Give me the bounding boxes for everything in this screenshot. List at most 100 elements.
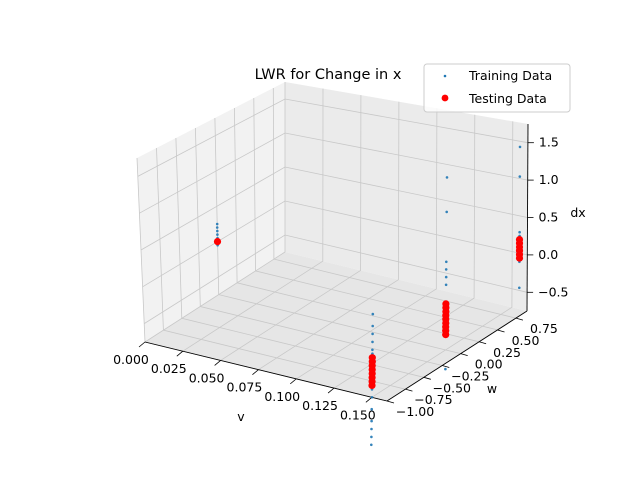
tick-marks xyxy=(138,142,534,404)
grid-lines xyxy=(136,82,528,402)
training-data-point xyxy=(444,268,448,271)
grid-line-x xyxy=(220,95,362,361)
training-data-point xyxy=(444,275,448,279)
data-points xyxy=(213,145,524,447)
grid-line-y xyxy=(175,137,424,378)
z-tick-label: −0.5 xyxy=(538,284,568,299)
testing-data-point xyxy=(368,381,376,389)
grid-line-x xyxy=(182,88,324,352)
y-tick-label: 0.00 xyxy=(475,357,503,372)
z-tick-label: 0.0 xyxy=(538,247,558,262)
grid-line-x xyxy=(371,121,514,398)
training-data-point xyxy=(216,233,219,236)
grid-line-y xyxy=(195,127,443,366)
x-axis-line xyxy=(144,341,388,402)
left-pane xyxy=(137,82,285,342)
x-tick xyxy=(365,397,373,403)
training-data-point xyxy=(445,210,449,214)
y-tick xyxy=(405,388,413,392)
training-data-point xyxy=(216,229,219,233)
y-tick-label: −1.00 xyxy=(396,404,434,419)
grid-line-y xyxy=(156,147,406,390)
x-tick-label: 0.100 xyxy=(264,389,300,404)
y-tick-label: 0.50 xyxy=(512,333,540,348)
y-tick xyxy=(386,400,395,404)
x-tick-label: 0.075 xyxy=(227,380,263,395)
training-data-point xyxy=(445,176,449,179)
x-tick xyxy=(327,387,335,394)
testing-data-point xyxy=(442,331,450,339)
training-data-point xyxy=(371,340,374,344)
training-data-point xyxy=(371,348,374,352)
floor-pane xyxy=(145,252,527,401)
grid-line-x xyxy=(144,82,286,343)
x-tick-label: 0.125 xyxy=(302,398,338,413)
training-data-point xyxy=(518,145,522,149)
grid-line-y xyxy=(272,87,516,319)
y-tick xyxy=(478,341,487,345)
x-tick-label: 0.150 xyxy=(340,407,376,422)
training-data-point xyxy=(518,230,521,234)
y-axis-label: w xyxy=(487,381,497,396)
training-data-point xyxy=(518,286,521,290)
x-tick xyxy=(252,369,259,375)
grid-line-y xyxy=(214,117,461,354)
y-tick xyxy=(442,365,450,368)
training-data-point xyxy=(518,175,522,178)
z-tick-label: 0.5 xyxy=(539,210,559,225)
back-pane xyxy=(285,82,528,311)
training-data-point xyxy=(370,407,374,411)
z-tick-label: 1.5 xyxy=(539,135,559,150)
training-data-point xyxy=(371,312,375,316)
grid-line-x xyxy=(296,108,438,380)
grid-line-x xyxy=(258,101,400,371)
y-tick-label: −0.75 xyxy=(414,392,452,407)
y-tick-label: −0.25 xyxy=(451,368,489,383)
testing-data-point xyxy=(515,254,524,262)
y-tick xyxy=(423,376,431,380)
y-axis-line xyxy=(386,310,528,402)
training-data-point xyxy=(370,419,373,423)
y-tick-label: 0.75 xyxy=(530,321,558,336)
axis-panes xyxy=(137,82,528,401)
x-tick xyxy=(289,378,297,385)
training-data-point xyxy=(371,332,374,336)
grid-line-y xyxy=(234,107,480,343)
testing-data-point xyxy=(213,238,222,246)
training-data-point xyxy=(444,367,447,371)
x-tick xyxy=(214,360,221,366)
training-data-point xyxy=(371,324,375,328)
chart-title: LWR for Change in x xyxy=(255,67,402,83)
training-data-point xyxy=(370,427,373,431)
grid-line-z xyxy=(137,98,528,177)
x-tick-label: 0.000 xyxy=(113,352,149,367)
training-data-point xyxy=(370,443,373,447)
grid-line-x xyxy=(333,114,476,389)
training-data-point xyxy=(370,396,374,399)
grid-line-y xyxy=(253,97,498,331)
training-data-point xyxy=(445,260,448,264)
y-tick-label: −0.50 xyxy=(433,380,471,395)
training-data-point xyxy=(444,283,448,287)
training-data-point xyxy=(370,435,373,439)
x-tick xyxy=(176,350,184,357)
y-tick xyxy=(515,317,524,321)
x-tick-label: 0.025 xyxy=(151,361,187,376)
legend-marker-training xyxy=(443,74,447,78)
legend-marker-testing xyxy=(441,94,449,102)
z-axis-label: dx xyxy=(570,205,585,220)
y-tick xyxy=(497,329,505,333)
z-tick-label: 1.0 xyxy=(539,172,559,187)
grid-line-z xyxy=(140,166,528,251)
x-tick-label: 0.050 xyxy=(189,370,225,385)
x-axis-label: v xyxy=(237,409,245,424)
legend-box xyxy=(423,63,571,113)
legend-label-testing: Testing Data xyxy=(468,91,547,106)
grid-line-z xyxy=(139,132,528,214)
y-tick xyxy=(460,353,468,357)
legend: Training Data Testing Data xyxy=(423,63,571,113)
training-data-point xyxy=(215,226,219,229)
